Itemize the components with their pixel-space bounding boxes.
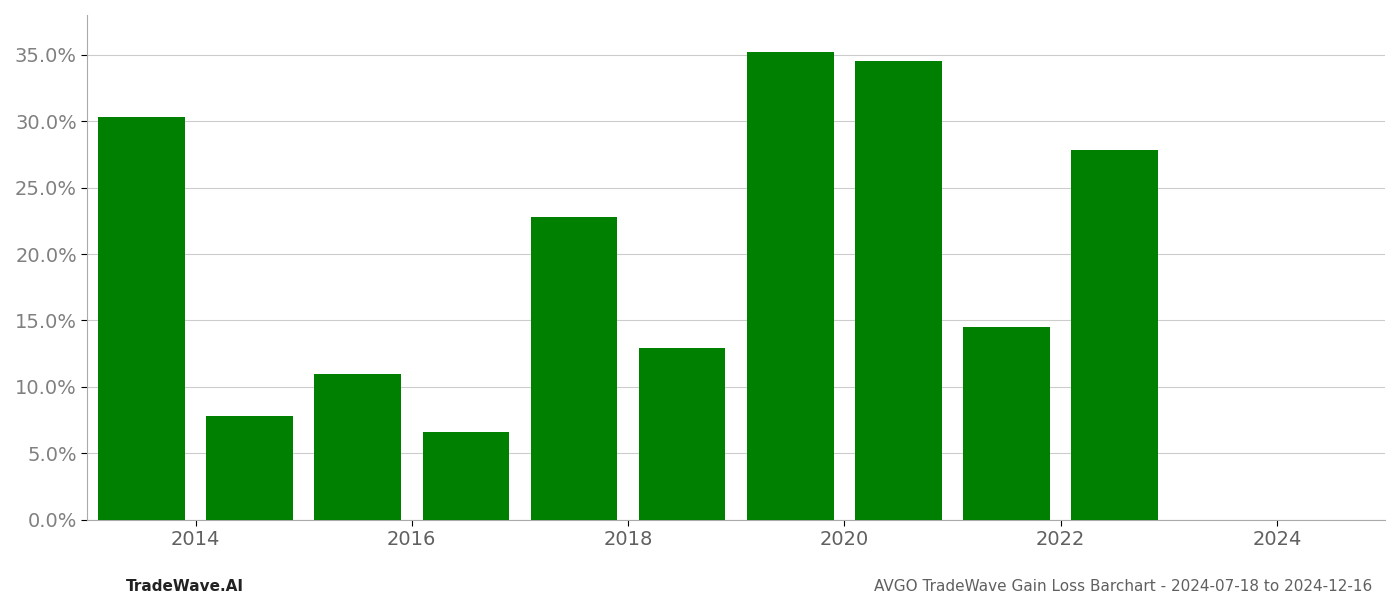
Bar	[98, 117, 185, 520]
Bar	[531, 217, 617, 520]
Bar	[748, 52, 833, 520]
Bar	[963, 327, 1050, 520]
Text: AVGO TradeWave Gain Loss Barchart - 2024-07-18 to 2024-12-16: AVGO TradeWave Gain Loss Barchart - 2024…	[874, 579, 1372, 594]
Bar	[206, 416, 293, 520]
Text: TradeWave.AI: TradeWave.AI	[126, 579, 244, 594]
Bar	[855, 61, 942, 520]
Bar	[1071, 151, 1158, 520]
Bar	[638, 348, 725, 520]
Bar	[315, 374, 400, 520]
Bar	[423, 432, 510, 520]
